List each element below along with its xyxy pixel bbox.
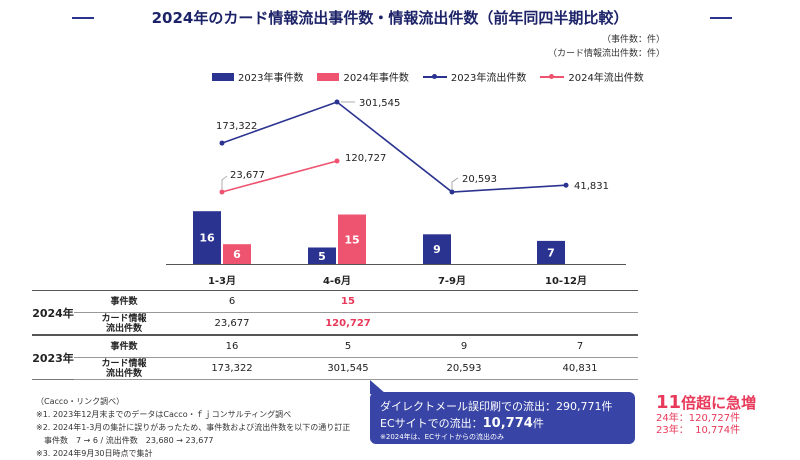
legend-item-bar2024: 2024年事件数 bbox=[317, 69, 409, 84]
table-cell: 15 bbox=[290, 290, 406, 313]
series-line-2023 bbox=[221, 101, 567, 193]
table-cell: 120,727 bbox=[290, 312, 406, 336]
page-title: 2024年のカード情報流出事件数・情報流出件数（前年同四半期比較） bbox=[151, 9, 629, 27]
legend-swatch bbox=[422, 73, 447, 81]
callout-line2-suffix: 件 bbox=[532, 417, 544, 430]
legend-item-line2024: 2024年流出件数 bbox=[540, 69, 644, 84]
label-leader bbox=[221, 175, 228, 189]
table-row-label: 事件数 bbox=[74, 334, 174, 358]
x-tick-label: 1-3月 bbox=[208, 275, 236, 287]
bar-value-label: 5 bbox=[318, 250, 326, 263]
line-point-2023 bbox=[219, 140, 225, 146]
line-value-label: 173,322 bbox=[216, 121, 257, 132]
label-leader bbox=[451, 177, 459, 189]
legend-label: 2024年事件数 bbox=[343, 73, 409, 84]
data-table: 2024年 事件数 6 15 カード情報 流出件数 23,677 120,727… bbox=[32, 290, 638, 380]
footnotes: （Cacco・リンク調べ） ※1. 2023年12月末までのデータはCacco・… bbox=[36, 395, 350, 460]
table-cell: 173,322 bbox=[174, 357, 290, 380]
legend-swatch bbox=[212, 72, 234, 81]
footnote: 事件数 7 → 6 / 流出件数 23,680 → 23,677 bbox=[36, 436, 214, 445]
bar-value-label: 6 bbox=[233, 248, 241, 261]
callout-line2: ECサイトでの流出：10,774件 bbox=[380, 415, 625, 431]
table-cell bbox=[406, 312, 522, 336]
title-right-rule bbox=[710, 17, 732, 19]
legend-label: 2024年流出件数 bbox=[568, 73, 644, 84]
table-row-label: 事件数 bbox=[74, 290, 174, 313]
multiplier-line2: 23年： 10,774件 bbox=[656, 425, 741, 436]
table-cell: 23,677 bbox=[174, 312, 290, 336]
line-value-label: 23,677 bbox=[230, 170, 265, 181]
bar-2024 bbox=[338, 214, 366, 264]
table-cell bbox=[406, 290, 522, 313]
table-cell bbox=[522, 312, 638, 336]
table-row: カード情報 流出件数 173,322 301,545 20,593 40,831 bbox=[32, 357, 638, 380]
line-point-2023 bbox=[563, 182, 569, 188]
bar-2023 bbox=[308, 247, 336, 264]
x-tick-label: 4-6月 bbox=[323, 275, 351, 287]
line-point-2023 bbox=[449, 189, 455, 195]
table-cell: 7 bbox=[522, 334, 638, 358]
x-tick-label: 7-9月 bbox=[438, 275, 466, 287]
legend-label: 2023年事件数 bbox=[238, 73, 304, 84]
bar-value-label: 7 bbox=[547, 246, 555, 259]
chart-area: 16 6 1-3月 5 15 4-6月 9 7-9月 7 10-12月 173,322 301,545… bbox=[166, 98, 626, 287]
title-row: 2024年のカード情報流出事件数・情報流出件数（前年同四半期比較） bbox=[0, 4, 800, 30]
legend-swatch bbox=[317, 72, 340, 81]
footnote-source: （Cacco・リンク調べ） bbox=[36, 397, 125, 406]
multiplier-note: 11倍超に急増 24年：120,727件 23年： 10,774件 bbox=[656, 392, 756, 437]
line-value-label: 41,831 bbox=[574, 181, 609, 192]
series-line-2024 bbox=[221, 160, 338, 193]
line-point-2024 bbox=[334, 158, 340, 164]
legend-label: 2023年流出件数 bbox=[450, 73, 527, 84]
table-cell: 16 bbox=[174, 334, 290, 358]
footnote: ※3. 2024年9月30日時点で集計 bbox=[36, 449, 153, 458]
table-row-label: カード情報 流出件数 bbox=[74, 312, 174, 336]
bar-2023 bbox=[537, 240, 565, 264]
table-year: 2023年 bbox=[32, 334, 74, 380]
line-value-label: 301,545 bbox=[359, 98, 400, 109]
legend-item-line2023: 2023年流出件数 bbox=[422, 69, 527, 84]
x-tick-label: 10-12月 bbox=[545, 275, 587, 287]
table-row: 2024年 事件数 6 15 bbox=[32, 290, 638, 336]
legend-item-bar2023: 2023年事件数 bbox=[212, 69, 303, 84]
table-cell: 6 bbox=[174, 290, 290, 313]
callout-line2-prefix: ECサイトでの流出： bbox=[380, 417, 483, 430]
table-cell bbox=[522, 290, 638, 313]
callout-line3: ※2024年は、ECサイトからの流出のみ bbox=[380, 433, 504, 441]
callout-tail bbox=[370, 380, 386, 394]
line-value-label: 120,727 bbox=[345, 153, 386, 164]
table-cell: 301,545 bbox=[290, 357, 406, 380]
callout-line2-value: 10,774 bbox=[482, 416, 533, 431]
unit-incidents: （事件数：件） bbox=[601, 35, 665, 45]
legend: 2023年事件数 2024年事件数 2023年流出件数 2024年流出件数 bbox=[212, 69, 644, 84]
unit-leaks: （カード情報流出件数：件） bbox=[547, 49, 665, 59]
callout-box: ダイレクトメール誤印刷での流出：290,771件 ECサイトでの流出：10,77… bbox=[370, 380, 635, 444]
multiplier-text: 倍超に急増 bbox=[681, 394, 757, 412]
footnote: ※2. 2024年1-3月の集計に誤りがあったため、事件数および流出件数を以下の… bbox=[36, 423, 351, 432]
bar-value-label: 16 bbox=[199, 232, 215, 245]
title-left-rule bbox=[72, 17, 94, 19]
footnote: ※1. 2023年12月末までのデータはCacco・ｆｊコンサルティング調べ bbox=[36, 410, 292, 419]
bar-value-label: 9 bbox=[433, 243, 441, 256]
bar-2023 bbox=[193, 211, 221, 264]
table-row: カード情報 流出件数 23,677 120,727 bbox=[32, 312, 638, 336]
legend-swatch bbox=[540, 73, 565, 81]
line-point-2023 bbox=[334, 99, 340, 105]
bar-2024 bbox=[223, 244, 251, 264]
callout-line1: ダイレクトメール誤印刷での流出：290,771件 bbox=[380, 400, 613, 413]
bar-value-label: 15 bbox=[344, 233, 359, 246]
line-point-2024 bbox=[219, 189, 225, 195]
table-row: 2023年 事件数 16 5 9 7 bbox=[32, 334, 638, 380]
line-value-label: 20,593 bbox=[462, 174, 497, 185]
table-cell: 40,831 bbox=[522, 357, 638, 380]
multiplier-line1: 24年：120,727件 bbox=[656, 413, 741, 424]
table-cell: 20,593 bbox=[406, 357, 522, 380]
bar-2023 bbox=[423, 234, 451, 264]
table-cell: 9 bbox=[406, 334, 522, 358]
table-row-label: カード情報 流出件数 bbox=[74, 357, 174, 380]
table-year: 2024年 bbox=[32, 290, 74, 336]
table-cell: 5 bbox=[290, 334, 406, 358]
multiplier-number: 11 bbox=[656, 392, 682, 413]
